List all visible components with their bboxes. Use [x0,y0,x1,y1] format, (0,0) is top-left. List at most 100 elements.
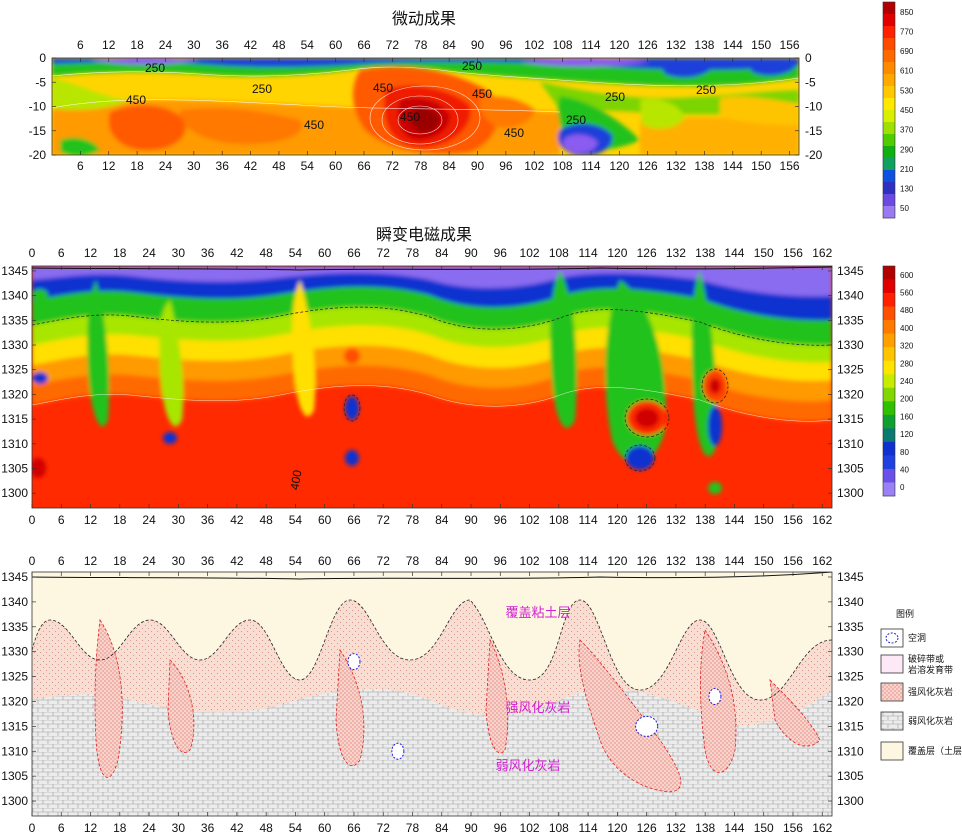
colorbar-tick-label: 600 [900,271,914,280]
colorbar-tick-label: 130 [900,185,914,194]
x-tick-label-top: 72 [386,38,400,52]
x-tick-label-top: 78 [406,554,420,568]
colorbar-frame [882,265,896,497]
panel-c-field: 覆盖粘土层 强风化灰岩 弱风化灰岩 [32,572,832,816]
x-tick-label-bottom: 36 [201,821,215,835]
x-tick-label-top: 66 [347,246,361,260]
panel-a-axes: 6612121818242430303636424248485454606066… [29,38,823,173]
colorbar-tick-label: 40 [900,465,909,474]
colorbar-tick-label: 850 [900,8,914,17]
colorbar-tick-label: 290 [900,145,914,154]
y-tick-label-right: 1330 [837,645,864,659]
contour-label: 250 [696,83,716,97]
y-tick-label-left: 1330 [1,645,28,659]
x-tick-label-bottom: 162 [812,513,832,527]
x-tick-label-top: 120 [609,38,629,52]
x-tick-label-bottom: 150 [754,513,774,527]
x-tick-label-top: 96 [494,246,508,260]
y-tick-label-right: 1340 [837,289,864,303]
x-tick-label-top: 60 [329,38,343,52]
colorbar-tick-label: 210 [900,165,914,174]
contour-label: 250 [566,113,586,127]
x-tick-label-bottom: 132 [666,159,686,173]
colorbar-swatch [883,2,895,15]
x-tick-label-top: 48 [259,246,273,260]
x-tick-label-bottom: 102 [520,513,540,527]
x-tick-label-top: 162 [812,554,832,568]
x-tick-label-bottom: 78 [414,159,428,173]
x-tick-label-bottom: 24 [142,513,156,527]
colorbar-swatch [883,266,895,280]
colorbar-tick-label: 370 [900,126,914,135]
y-tick-label-left: 1330 [1,338,28,352]
x-tick-label-bottom: 6 [77,159,84,173]
x-tick-label-bottom: 162 [812,821,832,835]
legend-item-cover: 覆盖层（土层） [880,741,962,761]
zone-label-weak: 弱风化灰岩 [495,759,560,774]
zone-label-strong: 强风化灰岩 [505,701,570,716]
y-tick-label-left: 1345 [1,264,28,278]
x-tick-label-top: 42 [244,38,258,52]
x-tick-label-bottom: 84 [435,821,449,835]
x-tick-label-top: 12 [102,38,116,52]
y-tick-label-left: 1300 [1,486,28,500]
y-tick-label-right: 1335 [837,620,864,634]
x-tick-label-top: 12 [84,554,98,568]
x-tick-label-top: 132 [666,554,686,568]
y-tick-label-right: 0 [805,51,812,65]
x-tick-label-top: 18 [130,38,144,52]
x-tick-label-bottom: 126 [637,821,657,835]
y-tick-label-left: 1325 [1,363,28,377]
x-tick-label-bottom: 126 [638,159,658,173]
legend: 图例 空洞 破碎带或 岩溶发育带 强风化灰岩 弱风化灰岩 覆盖层（土层） [880,608,962,761]
colorbar-tick-label: 610 [900,67,914,76]
colorbar-tick-label: 200 [900,395,914,404]
y-tick-label-right: 1345 [837,570,864,584]
x-tick-label-top: 144 [724,554,744,568]
x-tick-label-bottom: 114 [579,513,598,527]
x-tick-label-bottom: 0 [29,821,36,835]
x-tick-label-bottom: 48 [259,513,273,527]
x-tick-label-top: 120 [607,554,627,568]
x-tick-label-bottom: 66 [357,159,371,173]
legend-item-fracture: 破碎带或 岩溶发育带 [880,653,953,676]
colorbar-tick-label: 280 [900,359,914,368]
x-tick-label-top: 42 [230,554,244,568]
x-tick-label-top: 156 [783,554,803,568]
x-tick-label-bottom: 24 [142,821,156,835]
x-tick-label-bottom: 54 [289,821,303,835]
y-tick-label-left: 1345 [1,570,28,584]
y-tick-label-left: 1335 [1,620,28,634]
y-tick-label-left: 1340 [1,289,28,303]
y-tick-label-right: 1300 [837,486,864,500]
x-tick-label-bottom: 138 [695,821,715,835]
x-tick-label-top: 54 [301,38,315,52]
x-tick-label-top: 78 [414,38,428,52]
colorbar-swatch [883,206,895,219]
x-tick-label-bottom: 102 [524,159,544,173]
x-tick-label-bottom: 60 [318,513,332,527]
x-tick-label-bottom: 156 [783,513,803,527]
y-tick-label-left: 1310 [1,437,28,451]
x-tick-label-top: 60 [318,554,332,568]
cave-markers [347,653,722,760]
x-tick-label-bottom: 30 [187,159,201,173]
x-tick-label-bottom: 36 [216,159,230,173]
colorbar-swatch [883,26,895,39]
x-tick-label-top: 156 [780,38,800,52]
y-tick-label-right: -10 [805,100,823,114]
y-tick-label-right: 1325 [837,363,864,377]
x-tick-label-bottom: 42 [230,821,244,835]
contour-label: 450 [126,93,146,107]
x-tick-label-top: 30 [172,246,186,260]
x-tick-label-top: 24 [142,246,156,260]
x-tick-label-bottom: 30 [172,513,186,527]
x-tick-label-bottom: 90 [464,821,478,835]
x-tick-label-bottom: 12 [102,159,116,173]
legend-item-weak: 弱风化灰岩 [880,711,953,731]
colorbar-tick-label: 480 [900,306,914,315]
y-tick-label-left: 1340 [1,595,28,609]
x-tick-label-bottom: 60 [329,159,343,173]
y-tick-label-left: -20 [29,148,47,162]
colorbar-tick-label: 80 [900,448,909,457]
